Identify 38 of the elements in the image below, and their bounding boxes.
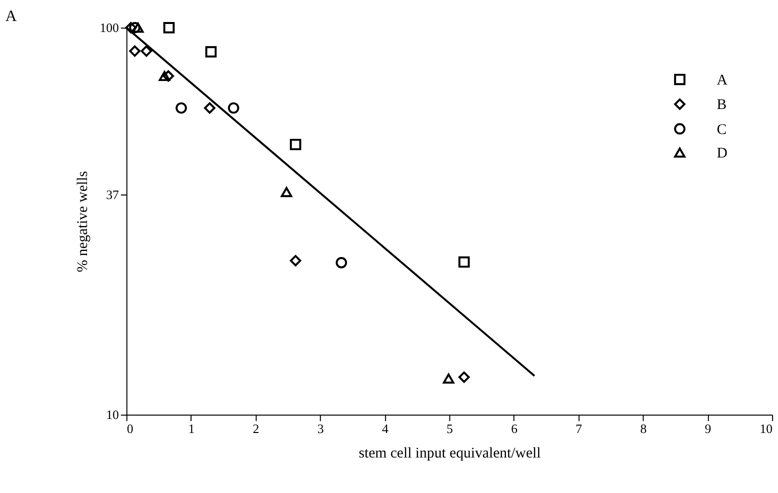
point — [176, 102, 187, 114]
point — [280, 187, 292, 198]
point — [132, 22, 144, 33]
point — [336, 257, 348, 268]
point — [205, 46, 217, 58]
x-tick-label: 5 — [446, 422, 453, 436]
point — [129, 45, 140, 57]
legend-label: C — [716, 122, 727, 138]
x-tick-label: 9 — [704, 422, 712, 436]
point — [458, 256, 470, 268]
point — [290, 138, 302, 150]
x-tick-label: 1 — [188, 422, 195, 436]
x-tick-label: 4 — [382, 422, 389, 436]
y-tick-label: 100 — [100, 21, 119, 36]
legend-label: B — [716, 97, 727, 114]
point — [158, 70, 170, 82]
legend-label: A — [716, 72, 728, 88]
point — [204, 102, 216, 114]
y-axis-title: % negative wells — [74, 170, 91, 272]
x-tick-label: 2 — [252, 422, 260, 436]
chart-title: A — [5, 8, 18, 25]
x-tick-label: 8 — [640, 422, 647, 436]
point — [163, 22, 175, 34]
point — [290, 254, 302, 266]
point — [228, 102, 240, 114]
x-axis-title: stem cell input equivalent/well — [358, 446, 541, 462]
point — [442, 373, 454, 384]
y-tick-label: 10 — [106, 408, 119, 422]
point — [162, 70, 174, 82]
x-tick-label: 0 — [126, 422, 134, 436]
x-tick-label: 10 — [760, 422, 773, 436]
point — [458, 372, 470, 383]
x-tick-label: 7 — [576, 422, 583, 436]
legend-label: D — [716, 145, 728, 162]
x-tick-label: 3 — [317, 422, 324, 436]
x-tick-label: 6 — [511, 422, 518, 436]
y-tick-label: 37 — [106, 188, 120, 202]
point — [140, 45, 152, 57]
